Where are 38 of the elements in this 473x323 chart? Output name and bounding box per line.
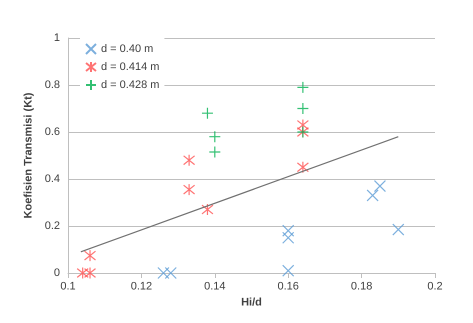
y-tick-label: 0.2	[44, 220, 60, 232]
point	[84, 250, 96, 262]
x-axis-title: Hi/d	[241, 296, 262, 308]
point	[296, 102, 309, 115]
point	[366, 189, 379, 202]
point	[296, 81, 309, 94]
point	[374, 180, 386, 192]
x-tick-label: 0.1	[60, 280, 76, 292]
point	[208, 146, 221, 158]
point	[282, 224, 294, 237]
y-tick-label: 0	[54, 267, 60, 279]
point	[282, 264, 294, 277]
point	[183, 154, 196, 166]
point	[157, 266, 170, 280]
x-tick-label: 0.16	[277, 280, 299, 292]
y-tick-label: 0.6	[44, 126, 60, 138]
x-tick-label: 0.18	[350, 280, 372, 292]
x-tick-label: 0.2	[427, 280, 443, 292]
point	[76, 266, 89, 280]
legend-label: d = 0.428 m	[101, 79, 160, 91]
point	[392, 223, 404, 236]
point	[201, 203, 214, 216]
legend-label: d = 0.414 m	[101, 61, 160, 73]
legend-label: d = 0.40 m	[101, 43, 154, 55]
x-tick-label: 0.14	[204, 280, 226, 292]
point	[201, 107, 214, 120]
point	[183, 183, 196, 196]
y-tick-label: 1	[54, 32, 60, 44]
y-tick-label: 0.4	[44, 173, 60, 185]
y-tick-label: 0.8	[44, 79, 60, 91]
x-tick-label: 0.12	[130, 280, 152, 292]
point	[282, 232, 294, 244]
point	[296, 161, 309, 174]
point	[208, 130, 221, 143]
y-axis-title: Koefisien Transmisi (Kt)	[22, 92, 34, 218]
point	[164, 266, 177, 280]
point	[84, 266, 96, 280]
point	[296, 118, 309, 132]
